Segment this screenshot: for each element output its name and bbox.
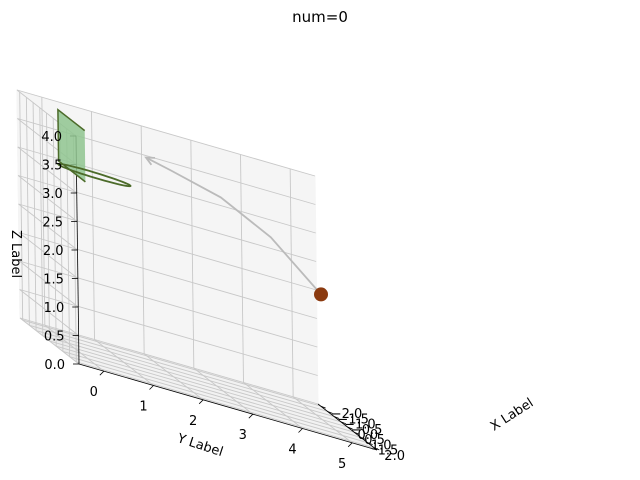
z-grid-back [18,175,317,262]
y-tick-label: 4 [288,443,296,458]
x-grid-floor [69,356,368,444]
y-tick [347,442,353,448]
hoop-rim [57,162,132,188]
trajectory-line [145,156,322,295]
z-grid-back [18,203,317,291]
y-axis-label: Y Label [174,431,224,460]
z-grid-left [17,146,78,194]
y-tick [298,428,303,433]
x-tick-label: 1.0 [371,439,392,454]
y-grid-floor [94,339,154,386]
x-tick-label: −0.5 [351,423,383,438]
x-tick [327,410,333,414]
z-grid-left [18,260,79,308]
x-tick-label: 2.0 [384,449,405,464]
y-axis-line [78,363,378,451]
x-axis-label: X Label [488,396,537,435]
tick-marks [70,135,380,451]
z-tick-label: 4.0 [41,130,62,145]
y-tick-label: 5 [338,457,346,472]
backboard-edge [57,108,86,183]
x-tick-label: −2.0 [331,407,363,422]
x-tick [333,416,340,419]
x-tick [374,447,380,451]
x-grid-floor [62,351,362,438]
y-tick-label: 3 [239,428,247,443]
z-tick-label: 1.0 [44,301,65,316]
x-tick-label: 0.0 [358,428,379,443]
trajectory-arrowhead [144,156,156,166]
y-tick-label: 2 [189,414,197,429]
z-tick-label: 2.5 [42,216,63,231]
y-tick-label: 1 [139,400,147,415]
x-grid-floor [42,335,341,423]
z-grid-back [16,89,316,177]
ball-point [314,287,328,302]
x-tick [367,442,373,446]
y-grid-floor [44,324,105,372]
y-tick [198,399,204,405]
z-axis-label: Z Label [8,230,23,278]
y-grid-floor [193,367,254,415]
z-grid-left [17,175,78,222]
z-tick-label: 3.0 [42,187,63,202]
z-tick-label: 0.0 [44,358,65,373]
x-grid-floor [76,361,375,449]
x-tick [354,431,360,435]
z-tick-label: 3.5 [42,159,63,174]
chart-title: num=0 [292,8,348,26]
y-tick [248,413,254,419]
y-grid-floor [243,382,303,429]
x-tick-label: 1.5 [378,444,399,459]
x-tick [340,421,346,425]
z-tick-label: 0.5 [44,330,65,345]
z-tick-label: 1.5 [43,273,64,288]
z-grid-left [19,289,79,336]
z-grid-back [18,232,317,319]
x-tick [360,437,367,440]
z-tick-label: 2.0 [43,244,64,259]
x-grid-floor [35,330,335,417]
x-tick-label: −1.5 [337,412,369,427]
y-grid-floor [143,353,204,401]
x-grid-floor [56,345,355,433]
z-grid-back [19,289,318,376]
x-grid-floor [22,319,321,407]
z-grid-left [19,317,80,365]
y-tick-label: 0 [90,385,98,400]
x-tick-label: −1.0 [344,418,376,433]
data-marks [57,108,328,302]
z-grid-left [18,203,78,251]
y-grid-floor [292,396,353,444]
z-grid-back [19,317,319,405]
y-tick [99,370,105,376]
x-tick-label: 0.5 [364,433,385,448]
y-tick [149,385,154,390]
z-grid-left [18,232,79,279]
x-grid-floor [49,340,348,428]
x-tick [320,405,326,409]
x-tick [347,426,353,430]
z-grid-back [19,260,318,348]
